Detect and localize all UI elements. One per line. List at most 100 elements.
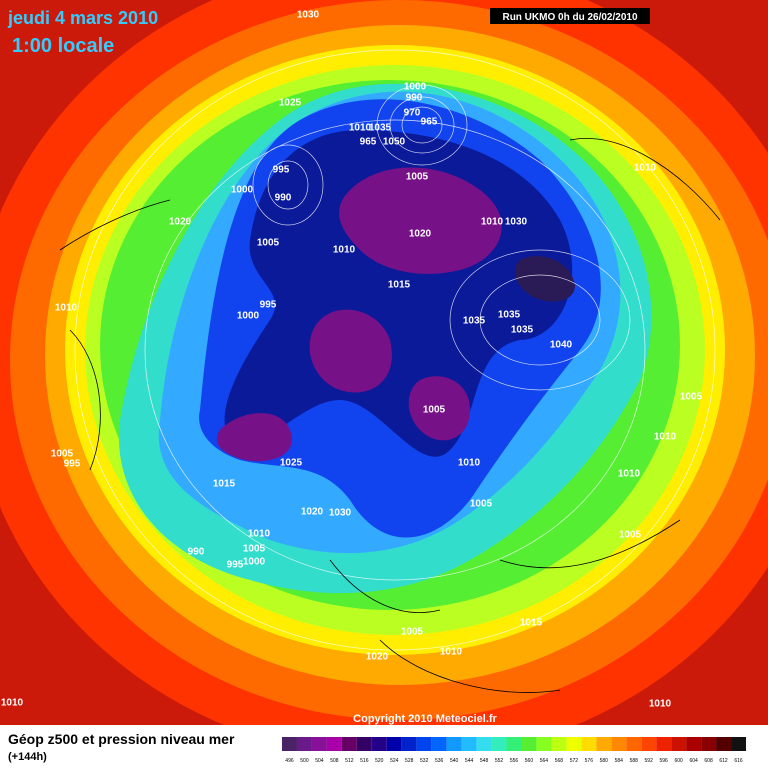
- isobar-label: 1010: [1, 698, 24, 709]
- legend-swatch: [282, 737, 297, 751]
- isobar-label: 1020: [169, 217, 192, 228]
- legend-swatch: [431, 737, 447, 751]
- legend-swatch: [491, 737, 507, 751]
- isobar-label: 1010: [458, 458, 481, 469]
- run-box: [490, 8, 650, 24]
- legend-label: 580: [600, 758, 609, 764]
- isobar-label: 1015: [213, 479, 236, 490]
- legend-swatch: [536, 737, 552, 751]
- legend-label: 500: [300, 758, 309, 764]
- isobar-label: 1000: [243, 557, 266, 568]
- isobar-label: 1010: [440, 647, 463, 658]
- isobar-label: 1035: [498, 310, 521, 321]
- isobar-label: 1000: [231, 185, 254, 196]
- coastlines: [59, 138, 721, 693]
- legend-swatch: [551, 737, 567, 751]
- isobar-label: 1005: [423, 405, 446, 416]
- isobar-label: 990: [406, 93, 423, 104]
- isobar-label: 1035: [369, 123, 392, 134]
- legend: 496 500 504 508 512 516 520 524 528 532 536 540 544 5…: [282, 737, 746, 764]
- legend-swatch: [671, 737, 687, 751]
- legend-label: 512: [345, 758, 354, 764]
- isobar-label: 1025: [280, 458, 303, 469]
- legend-swatch: [641, 737, 657, 751]
- isobar-label: 1010: [618, 469, 641, 480]
- date-title: jeudi 4 mars 2010: [7, 8, 158, 28]
- isobar-label: 1030: [297, 10, 320, 21]
- legend-label: 516: [360, 758, 369, 764]
- isobar-label: 1005: [401, 627, 424, 638]
- legend-label: 536: [435, 758, 444, 764]
- run-label: Run UKMO 0h du 26/02/2010: [502, 12, 637, 23]
- legend-label: 508: [330, 758, 339, 764]
- legend-swatch: [416, 737, 432, 751]
- isobar-label: 965: [360, 137, 377, 148]
- isobar-label: 1010: [248, 529, 271, 540]
- legend-label: 532: [420, 758, 429, 764]
- isobar-label: 1010: [333, 245, 356, 256]
- legend-swatch: [446, 737, 462, 751]
- legend-label: 564: [540, 758, 549, 764]
- legend-label: 616: [734, 758, 743, 764]
- legend-swatch: [566, 737, 582, 751]
- isobar-label: 1005: [470, 499, 493, 510]
- legend-label: 600: [674, 758, 683, 764]
- isobar-label: 1010: [55, 303, 78, 314]
- legend-swatch: [461, 737, 477, 751]
- isobar-label: 1050: [383, 137, 406, 148]
- isobar-label: 1010: [349, 123, 372, 134]
- legend-label: 504: [315, 758, 324, 764]
- legend-label: 608: [704, 758, 713, 764]
- legend-label: 592: [645, 758, 654, 764]
- legend-label: 524: [390, 758, 399, 764]
- isobar-label: 1015: [388, 280, 411, 291]
- legend-label: 588: [630, 758, 639, 764]
- isobar-label: 995: [227, 560, 244, 571]
- legend-swatch: [311, 737, 327, 751]
- legend-swatch: [626, 737, 642, 751]
- isobar-label: 1035: [463, 316, 486, 327]
- isobar-label: 1020: [366, 652, 389, 663]
- legend-label: 576: [585, 758, 594, 764]
- legend-swatch: [581, 737, 597, 751]
- footer-lead: (+144h): [8, 751, 47, 763]
- legend-label: 572: [570, 758, 579, 764]
- isobar-label: 1020: [301, 507, 324, 518]
- legend-label: 568: [555, 758, 564, 764]
- isobar-label: 1010: [654, 432, 677, 443]
- legend-label: 496: [285, 758, 294, 764]
- legend-swatch: [521, 737, 537, 751]
- legend-label: 604: [689, 758, 698, 764]
- isobar-label: 1010: [649, 699, 672, 710]
- legend-swatch: [371, 737, 387, 751]
- isobar-label: 1005: [243, 544, 266, 555]
- isobar-label: 1025: [279, 98, 302, 109]
- legend-swatch: [296, 737, 312, 751]
- legend-swatch: [356, 737, 372, 751]
- time-title: 1:00 locale: [12, 35, 114, 57]
- footer-title: Géop z500 et pression niveau mer: [8, 731, 235, 747]
- isobar-label: 1005: [51, 449, 74, 460]
- isobar-label: 1030: [505, 217, 528, 228]
- legend-label: 552: [495, 758, 504, 764]
- legend-label: 560: [525, 758, 534, 764]
- legend-swatch: [476, 737, 492, 751]
- isobar-label: 1000: [237, 311, 260, 322]
- isobar-label: 1035: [511, 325, 534, 336]
- legend-swatch: [611, 737, 627, 751]
- legend-swatch: [701, 737, 717, 751]
- isobar-label: 1005: [406, 172, 429, 183]
- isobar-label: 1040: [550, 340, 573, 351]
- isobars: [74, 49, 716, 651]
- legend-label: 548: [480, 758, 489, 764]
- legend-label: 544: [465, 758, 474, 764]
- legend-label: 520: [375, 758, 384, 764]
- isobar-label: 1010: [634, 163, 657, 174]
- legend-swatch: [716, 737, 732, 751]
- isobar-label: 1030: [329, 508, 352, 519]
- isobar-label: 1005: [680, 392, 703, 403]
- legend-swatch: [386, 737, 402, 751]
- isobar-label: 1010: [481, 217, 504, 228]
